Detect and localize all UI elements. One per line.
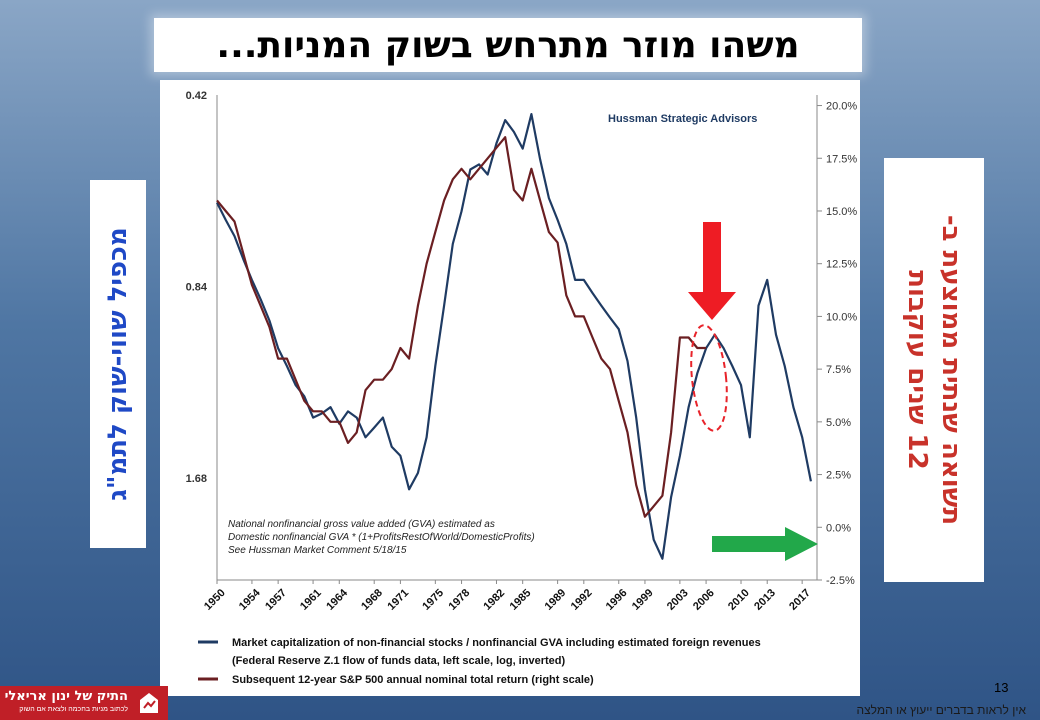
right-tick-label: 20.0%: [826, 101, 857, 113]
x-tick-label: 2003: [665, 587, 691, 613]
x-tick-label: 1964: [324, 586, 350, 612]
left-axis-caption-box: מכפיל שווי-שוק לתמ"ג: [90, 180, 146, 548]
x-tick-label: 1978: [447, 587, 473, 613]
brand-logo: התיק של ינון אריאלי לכתוב מניות בחכמה ול…: [0, 686, 168, 720]
x-tick-label: 2010: [726, 587, 752, 613]
x-tick-label: 1982: [481, 587, 507, 613]
chart-panel: 0.42 0.84 1.68 20.0% 17.5% 15.0% 12.5% 10.0% 7.5…: [160, 80, 860, 696]
right-axis-caption-line1: תשואה שנתית ממוצעת ב-: [936, 214, 966, 526]
x-tick-label: 1968: [359, 587, 385, 613]
right-tick-label: 10.0%: [826, 311, 857, 323]
valuation-return-chart: 0.42 0.84 1.68 20.0% 17.5% 15.0% 12.5% 10.0% 7.5…: [186, 90, 858, 686]
right-axis-caption: תשואה שנתית ממוצעת ב- 12 שנים עוקבות: [900, 215, 968, 525]
annotation-line: Domestic nonfinancial GVA * (1+ProfitsRe…: [228, 532, 535, 543]
right-tick-label: 12.5%: [826, 259, 857, 271]
annotation-line: See Hussman Market Comment 5/18/15: [228, 545, 407, 556]
right-axis-caption-line2: 12 שנים עוקבות: [902, 270, 932, 470]
right-tick-label: -2.5%: [826, 575, 855, 587]
x-tick-label: 1996: [604, 587, 630, 613]
x-tick-label: 1985: [508, 587, 534, 613]
right-tick-label: 5.0%: [826, 417, 851, 429]
x-tick-label: 1989: [543, 587, 569, 613]
legend-label-valuation: Market capitalization of non-financial s…: [232, 637, 761, 649]
down-arrow-icon: [688, 222, 736, 320]
valuation-series-line: [216, 112, 812, 560]
left-tick-label: 0.42: [186, 90, 207, 102]
x-tick-label: 1950: [202, 587, 228, 613]
logo-main-text: התיק של ינון אריאלי: [4, 689, 128, 704]
slide-title: משהו מוזר מתרחש בשוק המניות...: [216, 24, 800, 66]
slide-title-box: משהו מוזר מתרחש בשוק המניות...: [154, 18, 862, 72]
x-tick-label: 1957: [263, 587, 289, 613]
legend-label-valuation-note: (Federal Reserve Z.1 flow of funds data,…: [232, 655, 565, 667]
x-tick-label: 1992: [569, 587, 595, 613]
x-tick-label: 1975: [420, 587, 446, 613]
x-tick-label: 1971: [385, 587, 411, 613]
disclaimer: אין לראות בדברים ייעוץ או המלצה: [856, 703, 1027, 717]
page-number: 13: [994, 680, 1009, 695]
left-axis-caption: מכפיל שווי-שוק לתמ"ג: [103, 227, 133, 501]
right-tick-label: 15.0%: [826, 206, 857, 218]
left-tick-label: 0.84: [186, 282, 208, 294]
left-tick-label: 1.68: [186, 473, 207, 485]
return-series-line: [216, 136, 707, 518]
x-tick-label: 2013: [752, 587, 778, 613]
watermark-label: Hussman Strategic Advisors: [608, 113, 757, 125]
right-arrow-icon: [712, 527, 818, 561]
right-tick-label: 2.5%: [826, 470, 851, 482]
right-tick-label: 7.5%: [826, 364, 851, 376]
right-tick-label: 17.5%: [826, 153, 857, 165]
legend-label-return: Subsequent 12-year S&P 500 annual nomina…: [232, 674, 594, 686]
x-tick-label: 1961: [298, 587, 324, 613]
x-tick-label: 1954: [237, 586, 263, 612]
right-tick-label: 0.0%: [826, 522, 851, 534]
x-tick-label: 2006: [691, 587, 717, 613]
x-tick-label: 1999: [630, 587, 656, 613]
logo-emblem-icon: [140, 693, 158, 713]
highlight-ellipse: [690, 324, 728, 432]
right-axis-caption-box: תשואה שנתית ממוצעת ב- 12 שנים עוקבות: [884, 158, 984, 582]
annotation-line: National nonfinancial gross value added …: [228, 519, 495, 530]
x-tick-label: 2017: [787, 587, 813, 613]
logo-sub-text: לכתוב מניות בחכמה ולצאת אם השוק: [19, 706, 128, 713]
